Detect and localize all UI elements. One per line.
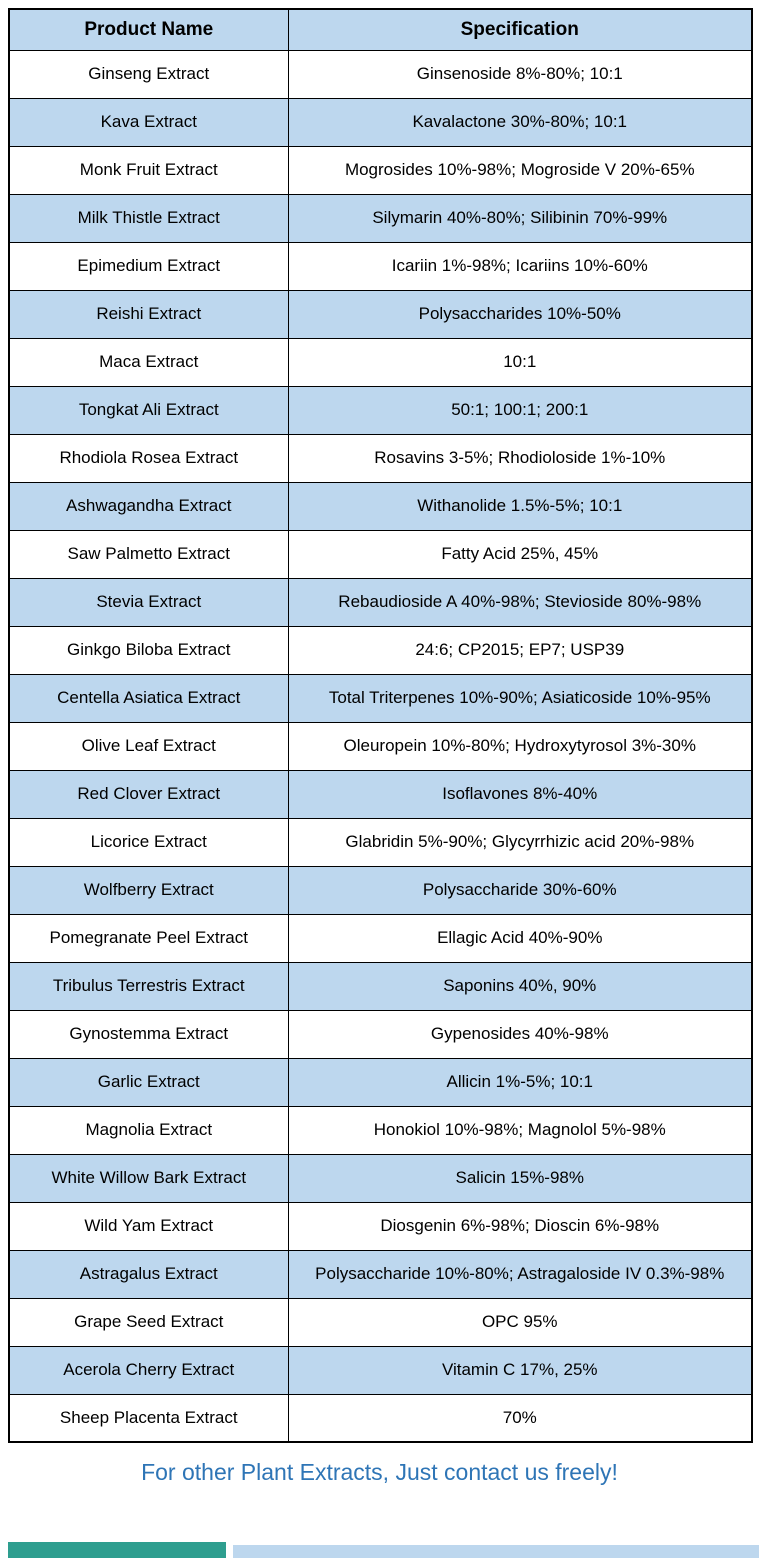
product-name-cell: Epimedium Extract	[8, 241, 289, 291]
product-name-cell: Sheep Placenta Extract	[8, 1393, 289, 1443]
table-row: Tongkat Ali Extract 50:1; 100:1; 200:1	[8, 385, 753, 435]
table-row: Kava Extract Kavalactone 30%-80%; 10:1	[8, 97, 753, 147]
product-name-cell: Ginkgo Biloba Extract	[8, 625, 289, 675]
header-row: Product Name Specification	[8, 8, 753, 51]
table-row: Wild Yam Extract Diosgenin 6%-98%; Diosci…	[8, 1201, 753, 1251]
bottom-strip	[8, 1542, 759, 1558]
table-row: Saw Palmetto Extract Fatty Acid 25%, 45%	[8, 529, 753, 579]
table-row: Olive Leaf Extract Oleuropein 10%-80%; Hy…	[8, 721, 753, 771]
table-row: Epimedium Extract Icariin 1%-98%; Icariin…	[8, 241, 753, 291]
specification-cell: 50:1; 100:1; 200:1	[287, 385, 753, 435]
table-row: Tribulus Terrestris Extract Saponins 40%,…	[8, 961, 753, 1011]
table-row: Centella Asiatica Extract Total Triterpen…	[8, 673, 753, 723]
product-name-cell: Astragalus Extract	[8, 1249, 289, 1299]
specification-cell: Total Triterpenes 10%-90%; Asiaticoside …	[287, 673, 753, 723]
col-header-product-name: Product Name	[8, 8, 289, 51]
table-row: Ginkgo Biloba Extract 24:6; CP2015; EP7; …	[8, 625, 753, 675]
specification-cell: Glabridin 5%-90%; Glycyrrhizic acid 20%-…	[287, 817, 753, 867]
specification-cell: OPC 95%	[287, 1297, 753, 1347]
table-row: Sheep Placenta Extract 70%	[8, 1393, 753, 1443]
specification-cell: Salicin 15%-98%	[287, 1153, 753, 1203]
table-row: Rhodiola Rosea Extract Rosavins 3-5%; Rho…	[8, 433, 753, 483]
product-name-cell: Red Clover Extract	[8, 769, 289, 819]
product-name-cell: Wolfberry Extract	[8, 865, 289, 915]
product-name-cell: Licorice Extract	[8, 817, 289, 867]
table-row: Ashwagandha Extract Withanolide 1.5%-5%; …	[8, 481, 753, 531]
specification-cell: Ginsenoside 8%-80%; 10:1	[287, 49, 753, 99]
specification-cell: Polysaccharide 10%-80%; Astragaloside IV…	[287, 1249, 753, 1299]
specification-cell: Polysaccharides 10%-50%	[287, 289, 753, 339]
product-name-cell: Kava Extract	[8, 97, 289, 147]
blue-section-bar	[233, 1545, 759, 1558]
table-row: Stevia Extract Rebaudioside A 40%-98%; St…	[8, 577, 753, 627]
table-row: Astragalus Extract Polysaccharide 10%-80%…	[8, 1249, 753, 1299]
teal-accent-block	[8, 1542, 226, 1558]
col-header-specification: Specification	[287, 8, 753, 51]
footer-note: For other Plant Extracts, Just contact u…	[141, 1459, 618, 1485]
specification-cell: Withanolide 1.5%-5%; 10:1	[287, 481, 753, 531]
product-spec-table: Product Name Specification Ginseng Extra…	[8, 8, 753, 1443]
product-name-cell: Tribulus Terrestris Extract	[8, 961, 289, 1011]
specification-cell: Mogrosides 10%-98%; Mogroside V 20%-65%	[287, 145, 753, 195]
specification-cell: Ellagic Acid 40%-90%	[287, 913, 753, 963]
table-row: Red Clover Extract Isoflavones 8%-40%	[8, 769, 753, 819]
product-name-cell: Ashwagandha Extract	[8, 481, 289, 531]
product-name-cell: Maca Extract	[8, 337, 289, 387]
specification-cell: Kavalactone 30%-80%; 10:1	[287, 97, 753, 147]
specification-cell: Saponins 40%, 90%	[287, 961, 753, 1011]
product-name-cell: Tongkat Ali Extract	[8, 385, 289, 435]
product-name-cell: Reishi Extract	[8, 289, 289, 339]
table-row: Licorice Extract Glabridin 5%-90%; Glycyr…	[8, 817, 753, 867]
product-name-cell: Centella Asiatica Extract	[8, 673, 289, 723]
table-row: Magnolia Extract Honokiol 10%-98%; Magnol…	[8, 1105, 753, 1155]
specification-cell: Oleuropein 10%-80%; Hydroxytyrosol 3%-30…	[287, 721, 753, 771]
table-body: Ginseng Extract Ginsenoside 8%-80%; 10:1 K…	[8, 49, 753, 1443]
specification-cell: Silymarin 40%-80%; Silibinin 70%-99%	[287, 193, 753, 243]
product-name-cell: Pomegranate Peel Extract	[8, 913, 289, 963]
product-name-cell: Garlic Extract	[8, 1057, 289, 1107]
specification-cell: Rosavins 3-5%; Rhodioloside 1%-10%	[287, 433, 753, 483]
specification-cell: Isoflavones 8%-40%	[287, 769, 753, 819]
table-row: Grape Seed Extract OPC 95%	[8, 1297, 753, 1347]
specification-cell: Gypenosides 40%-98%	[287, 1009, 753, 1059]
specification-cell: Polysaccharide 30%-60%	[287, 865, 753, 915]
specification-cell: Fatty Acid 25%, 45%	[287, 529, 753, 579]
table-row: Acerola Cherry Extract Vitamin C 17%, 25%	[8, 1345, 753, 1395]
table-row: Pomegranate Peel Extract Ellagic Acid 40%…	[8, 913, 753, 963]
product-name-cell: Grape Seed Extract	[8, 1297, 289, 1347]
table-row: White Willow Bark Extract Salicin 15%-98%	[8, 1153, 753, 1203]
specification-cell: 10:1	[287, 337, 753, 387]
table-row: Reishi Extract Polysaccharides 10%-50%	[8, 289, 753, 339]
product-name-cell: Magnolia Extract	[8, 1105, 289, 1155]
table-row: Wolfberry Extract Polysaccharide 30%-60%	[8, 865, 753, 915]
product-name-cell: Olive Leaf Extract	[8, 721, 289, 771]
specification-cell: Vitamin C 17%, 25%	[287, 1345, 753, 1395]
specification-cell: Allicin 1%-5%; 10:1	[287, 1057, 753, 1107]
specification-cell: Diosgenin 6%-98%; Dioscin 6%-98%	[287, 1201, 753, 1251]
specification-cell: Honokiol 10%-98%; Magnolol 5%-98%	[287, 1105, 753, 1155]
specification-cell: Icariin 1%-98%; Icariins 10%-60%	[287, 241, 753, 291]
specification-cell: 70%	[287, 1393, 753, 1443]
product-name-cell: White Willow Bark Extract	[8, 1153, 289, 1203]
product-name-cell: Wild Yam Extract	[8, 1201, 289, 1251]
product-name-cell: Acerola Cherry Extract	[8, 1345, 289, 1395]
product-name-cell: Rhodiola Rosea Extract	[8, 433, 289, 483]
table-row: Garlic Extract Allicin 1%-5%; 10:1	[8, 1057, 753, 1107]
table-row: Monk Fruit Extract Mogrosides 10%-98%; Mo…	[8, 145, 753, 195]
table-row: Gynostemma Extract Gypenosides 40%-98%	[8, 1009, 753, 1059]
table-row: Milk Thistle Extract Silymarin 40%-80%; S…	[8, 193, 753, 243]
table-row: Ginseng Extract Ginsenoside 8%-80%; 10:1	[8, 49, 753, 99]
product-name-cell: Stevia Extract	[8, 577, 289, 627]
product-name-cell: Milk Thistle Extract	[8, 193, 289, 243]
specification-cell: 24:6; CP2015; EP7; USP39	[287, 625, 753, 675]
product-name-cell: Monk Fruit Extract	[8, 145, 289, 195]
table-row: Maca Extract 10:1	[8, 337, 753, 387]
product-name-cell: Gynostemma Extract	[8, 1009, 289, 1059]
product-name-cell: Saw Palmetto Extract	[8, 529, 289, 579]
product-name-cell: Ginseng Extract	[8, 49, 289, 99]
specification-cell: Rebaudioside A 40%-98%; Stevioside 80%-9…	[287, 577, 753, 627]
